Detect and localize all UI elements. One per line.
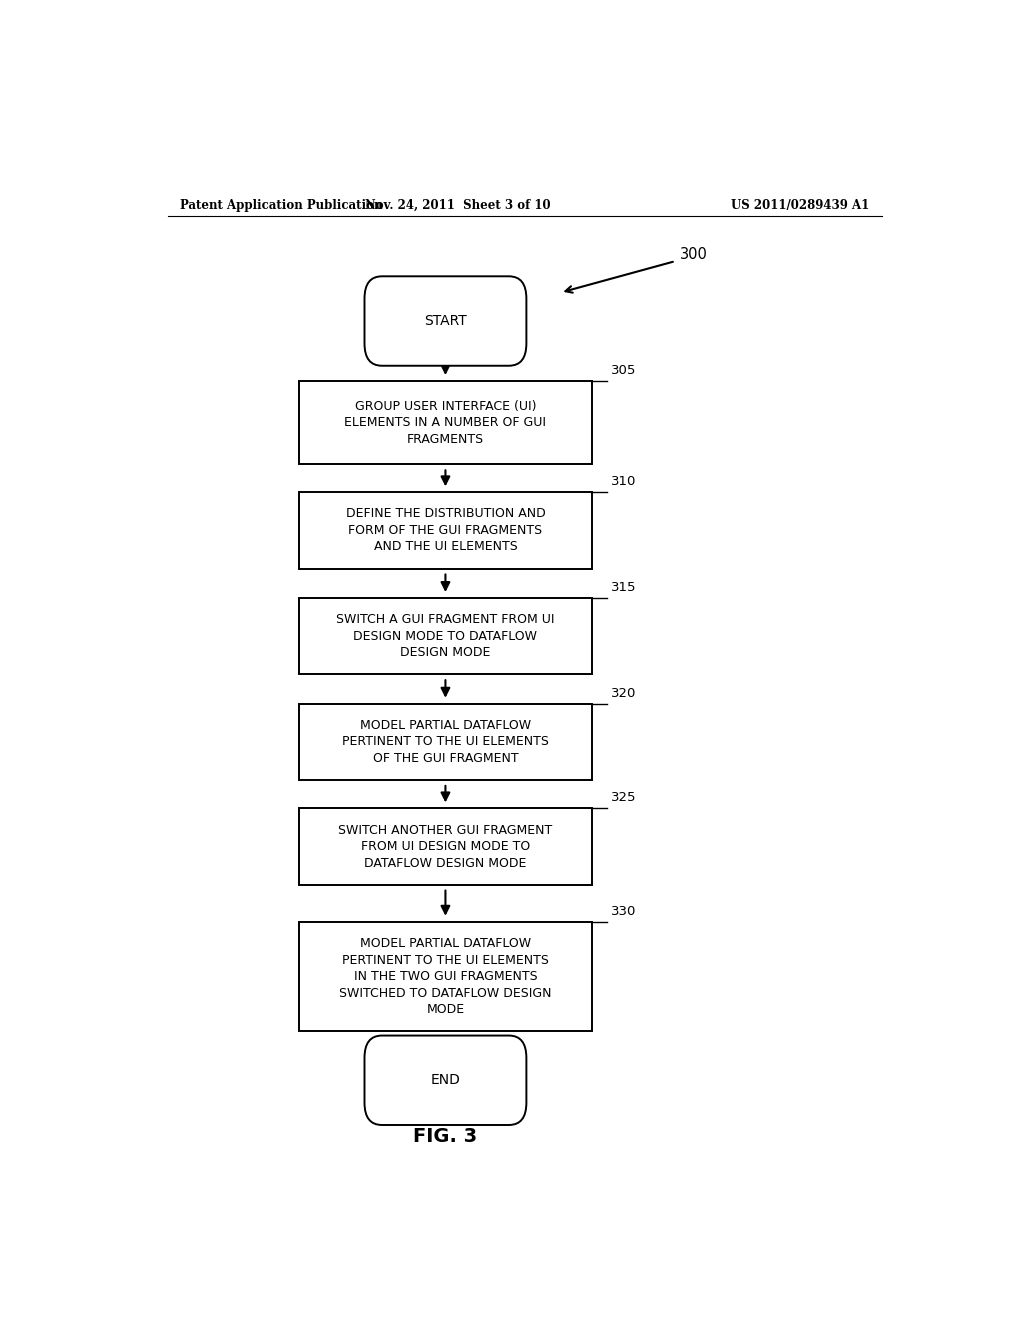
Bar bbox=[299, 704, 592, 780]
FancyBboxPatch shape bbox=[365, 1036, 526, 1125]
Text: GROUP USER INTERFACE (UI)
ELEMENTS IN A NUMBER OF GUI
FRAGMENTS: GROUP USER INTERFACE (UI) ELEMENTS IN A … bbox=[344, 400, 547, 446]
Text: Nov. 24, 2011  Sheet 3 of 10: Nov. 24, 2011 Sheet 3 of 10 bbox=[365, 198, 550, 211]
Text: FIG. 3: FIG. 3 bbox=[414, 1127, 477, 1146]
Bar bbox=[299, 381, 592, 465]
Text: SWITCH A GUI FRAGMENT FROM UI
DESIGN MODE TO DATAFLOW
DESIGN MODE: SWITCH A GUI FRAGMENT FROM UI DESIGN MOD… bbox=[336, 612, 555, 659]
Bar bbox=[299, 808, 592, 884]
Text: SWITCH ANOTHER GUI FRAGMENT
FROM UI DESIGN MODE TO
DATAFLOW DESIGN MODE: SWITCH ANOTHER GUI FRAGMENT FROM UI DESI… bbox=[338, 824, 553, 870]
Text: US 2011/0289439 A1: US 2011/0289439 A1 bbox=[731, 198, 869, 211]
Text: 325: 325 bbox=[611, 791, 637, 804]
Text: MODEL PARTIAL DATAFLOW
PERTINENT TO THE UI ELEMENTS
OF THE GUI FRAGMENT: MODEL PARTIAL DATAFLOW PERTINENT TO THE … bbox=[342, 719, 549, 764]
Text: START: START bbox=[424, 314, 467, 329]
Text: END: END bbox=[430, 1073, 461, 1088]
Text: 320: 320 bbox=[611, 686, 637, 700]
Bar bbox=[299, 492, 592, 569]
Text: 315: 315 bbox=[611, 581, 637, 594]
Text: 305: 305 bbox=[611, 364, 637, 378]
FancyBboxPatch shape bbox=[365, 276, 526, 366]
Text: 310: 310 bbox=[611, 475, 637, 488]
Text: DEFINE THE DISTRIBUTION AND
FORM OF THE GUI FRAGMENTS
AND THE UI ELEMENTS: DEFINE THE DISTRIBUTION AND FORM OF THE … bbox=[345, 507, 546, 553]
Bar bbox=[299, 598, 592, 675]
Bar bbox=[299, 921, 592, 1031]
Text: 330: 330 bbox=[611, 904, 637, 917]
Text: Patent Application Publication: Patent Application Publication bbox=[179, 198, 382, 211]
Text: 300: 300 bbox=[680, 247, 708, 263]
Text: MODEL PARTIAL DATAFLOW
PERTINENT TO THE UI ELEMENTS
IN THE TWO GUI FRAGMENTS
SWI: MODEL PARTIAL DATAFLOW PERTINENT TO THE … bbox=[339, 937, 552, 1016]
